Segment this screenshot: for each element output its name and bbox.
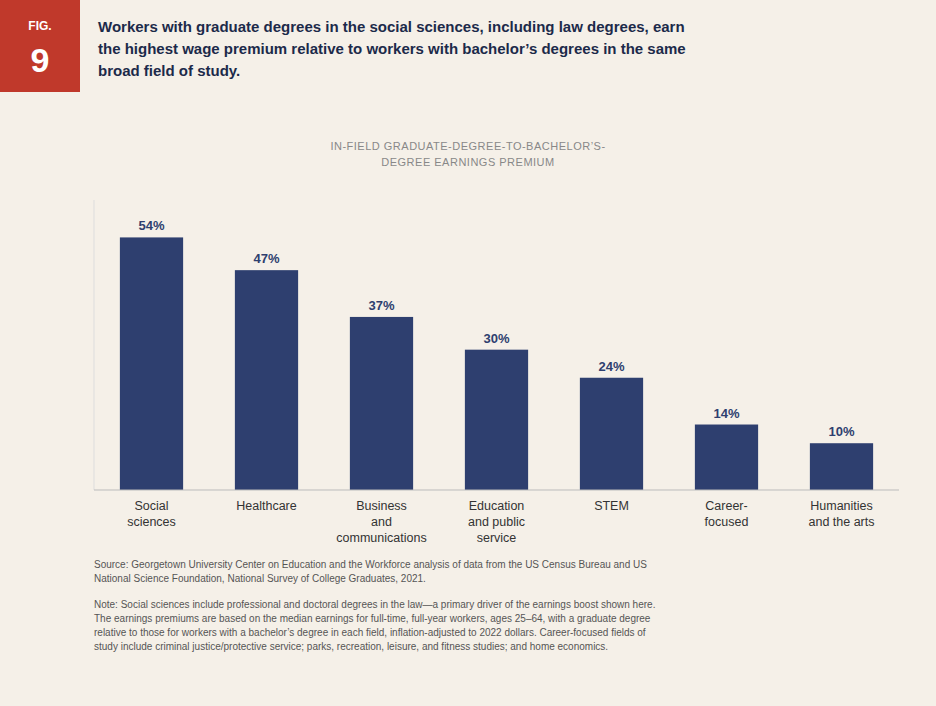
title: Workers with graduate degrees in the soc… [98, 18, 686, 79]
data-label: 47% [253, 251, 279, 266]
bar [120, 237, 183, 490]
bar [235, 270, 298, 490]
figure-badge [0, 0, 80, 92]
chart-container: FIG.9 Workers with graduate degrees in th… [0, 0, 936, 706]
x-tick-label: Educationand publicservice [468, 499, 525, 545]
bar [810, 443, 873, 490]
x-axis-line [94, 490, 899, 491]
subtitle: IN-FIELD GRADUATE-DEGREE-TO-BACHELOR’S-D… [330, 140, 605, 168]
data-label: 24% [598, 359, 624, 374]
chart-svg: FIG.9 Workers with graduate degrees in th… [0, 0, 936, 706]
bars [120, 237, 873, 490]
x-tick-label: Humanitiesand the arts [808, 499, 874, 529]
source: Source: Georgetown University Center on … [94, 559, 647, 584]
data-label: 10% [828, 424, 854, 439]
x-tick-label: Healthcare [236, 499, 296, 513]
data-label: 54% [138, 218, 164, 233]
x-tick-label: STEM [594, 499, 629, 513]
bar [580, 378, 643, 490]
x-tick-label: Businessandcommunications [336, 499, 426, 545]
data-label: 30% [483, 331, 509, 346]
data-label: 14% [713, 406, 739, 421]
bar [695, 425, 758, 490]
note: Note: Social sciences include profession… [94, 599, 655, 652]
x-tick-label: Career-focused [705, 499, 749, 529]
bar [350, 317, 413, 490]
figure-label: FIG.9 [28, 19, 51, 79]
x-tick-label: Socialsciences [127, 499, 176, 529]
bar [465, 350, 528, 490]
data-label: 37% [368, 298, 394, 313]
y-axis-line [94, 200, 95, 490]
background [0, 0, 936, 706]
